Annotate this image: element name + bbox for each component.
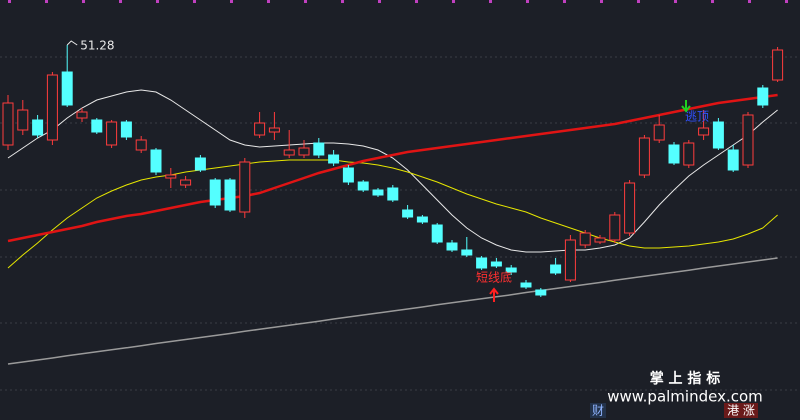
moving-average-line [7, 93, 778, 243]
candle-body [328, 154, 340, 164]
top-marker [119, 0, 122, 3]
top-marker [452, 0, 455, 3]
candle-body [653, 124, 665, 141]
plot: 51.28 [2, 39, 784, 365]
candle-body [727, 149, 739, 171]
candle-body [342, 167, 354, 183]
candle-body [387, 187, 399, 201]
candle-body [372, 189, 384, 196]
moving-average-line [7, 89, 778, 253]
candle-body [135, 139, 147, 151]
candle-body [298, 147, 310, 156]
high-marker [66, 40, 78, 46]
candle-body [194, 157, 206, 171]
candle-body [180, 179, 192, 186]
candle-body [150, 149, 162, 173]
watermark-url: www.palmindex.com [607, 388, 763, 406]
candle-body [609, 214, 621, 241]
top-marker [563, 0, 566, 3]
top-marker [637, 0, 640, 3]
candle-body [431, 224, 443, 243]
top-markers [8, 0, 788, 3]
candle-body [683, 142, 695, 166]
high-label: 51.28 [80, 39, 114, 53]
candle-body [712, 121, 724, 149]
candle-body [624, 182, 636, 234]
candle-body [76, 111, 88, 119]
candle-body [550, 264, 562, 274]
footer-tag: 财 [592, 404, 604, 418]
candle-body [239, 161, 251, 213]
top-marker [711, 0, 714, 3]
top-marker [230, 0, 233, 3]
candle-body [476, 257, 488, 269]
top-marker [267, 0, 270, 3]
candle-body [61, 71, 73, 106]
candle-body [224, 179, 236, 211]
top-marker [156, 0, 159, 3]
top-marker [526, 0, 529, 3]
top-marker [489, 0, 492, 3]
buy-arrow [489, 287, 499, 302]
top-marker [341, 0, 344, 3]
top-marker [600, 0, 603, 3]
candle-body [209, 179, 221, 206]
candle-body [638, 137, 650, 176]
top-marker [378, 0, 381, 3]
candle-body [535, 289, 547, 296]
candle-body [668, 144, 680, 164]
candle-body [46, 74, 58, 141]
watermark-title: 掌 上 指 标 [650, 370, 721, 387]
candle-body [165, 174, 177, 179]
candle-body [357, 181, 369, 191]
top-marker [193, 0, 196, 3]
candle-body [106, 121, 118, 146]
candle-body [698, 127, 710, 136]
candle-body [579, 232, 591, 246]
candle-body [594, 237, 606, 243]
signal-label: 短线底 [476, 270, 512, 285]
candle-body [742, 114, 754, 166]
candle-body [120, 121, 132, 138]
candle-body [520, 282, 532, 288]
top-marker [415, 0, 418, 3]
grid [0, 56, 800, 391]
candle-body [505, 267, 517, 273]
candle-body [416, 216, 428, 223]
top-marker [8, 0, 11, 3]
candle-body [446, 242, 458, 251]
top-marker [45, 0, 48, 3]
candle-body [757, 87, 769, 106]
moving-average-line [7, 159, 778, 269]
candle-body [461, 249, 473, 256]
signal-label: 逃顶 [685, 110, 709, 124]
candle-body [564, 239, 576, 281]
top-marker [785, 0, 788, 3]
candle-body [91, 119, 103, 133]
candle-body [2, 102, 14, 146]
candle-body [254, 122, 266, 136]
footer-tag: 港 涨 [727, 403, 755, 418]
top-marker [748, 0, 751, 3]
top-marker [82, 0, 85, 3]
top-marker [674, 0, 677, 3]
footer-box [724, 403, 758, 418]
moving-average-line [7, 257, 778, 365]
candle-body [32, 119, 44, 136]
candle-body [772, 49, 784, 81]
sell-arrow [681, 100, 691, 113]
candle-body [17, 109, 29, 131]
candle-body [490, 261, 502, 267]
candle-body [268, 127, 280, 133]
candle-body [313, 142, 325, 156]
top-marker [304, 0, 307, 3]
footer-box [590, 403, 606, 418]
candle-body [402, 209, 414, 218]
candle-body [283, 149, 295, 156]
